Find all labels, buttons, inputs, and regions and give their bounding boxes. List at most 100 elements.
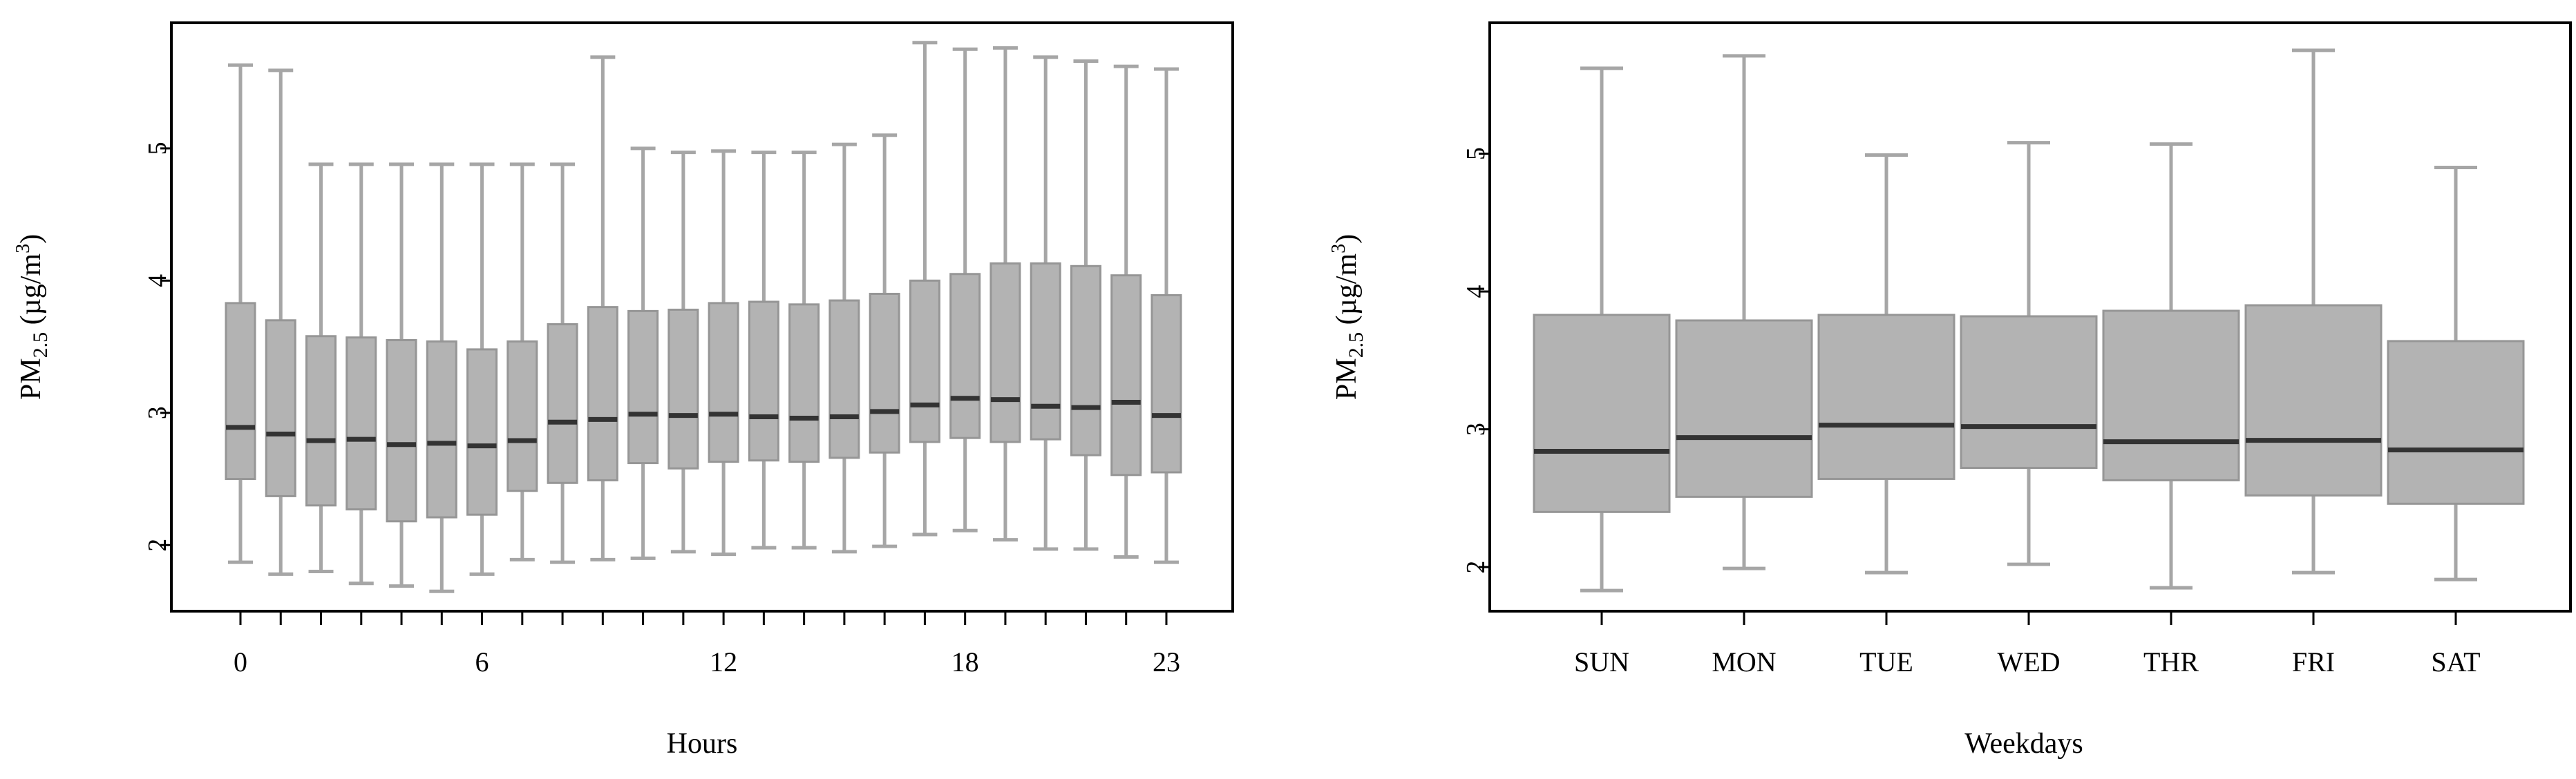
iqr-box — [627, 309, 659, 465]
y-tick-label: 2 — [143, 539, 172, 552]
iqr-box — [828, 299, 860, 459]
x-tick-label: MON — [1712, 646, 1776, 677]
box-7 — [506, 162, 538, 561]
y-axis-title-main: PM — [15, 358, 47, 400]
x-tick-label: THR — [2143, 646, 2199, 677]
y-axis-title-subscript: 2.5 — [29, 332, 52, 358]
x-tick-label: SAT — [2431, 646, 2480, 677]
iqr-box — [949, 273, 981, 439]
x-tick-label: SUN — [1574, 646, 1629, 677]
box-WED — [1960, 141, 2098, 566]
box-21 — [1070, 59, 1101, 551]
box-15 — [828, 142, 860, 554]
box-TUE — [1817, 153, 1955, 575]
iqr-box — [1533, 314, 1671, 513]
y-axis-title-units: (µg/m — [1331, 253, 1363, 332]
y-tick-label: 2 — [1461, 561, 1490, 574]
y-axis-title-superscript: 3 — [1328, 244, 1349, 253]
iqr-box — [989, 262, 1021, 443]
box-13 — [748, 151, 779, 550]
y-axis-title-units: (µg/m — [15, 253, 47, 332]
box-FRI — [2244, 48, 2383, 575]
x-tick-label: FRI — [2292, 646, 2335, 677]
x-tick-label: 0 — [234, 646, 247, 677]
iqr-box — [909, 279, 940, 443]
iqr-box — [345, 336, 377, 511]
iqr-box — [1150, 294, 1182, 474]
iqr-box — [386, 339, 417, 523]
plot-frame — [1488, 21, 2572, 613]
iqr-box — [1817, 314, 1955, 480]
iqr-box — [426, 340, 457, 519]
iqr-box — [547, 323, 578, 484]
iqr-box — [265, 319, 296, 497]
y-tick-label: 4 — [143, 274, 172, 287]
iqr-box — [305, 335, 337, 507]
iqr-box — [788, 303, 820, 463]
iqr-box — [1030, 262, 1061, 441]
iqr-box — [2387, 340, 2525, 505]
iqr-box — [1960, 315, 2098, 469]
box-SUN — [1533, 66, 1671, 593]
box-12 — [708, 149, 739, 557]
box-11 — [667, 151, 699, 554]
x-tick-label: WED — [1997, 646, 2060, 677]
box-14 — [788, 151, 820, 550]
iqr-box — [1675, 319, 1813, 498]
box-6 — [466, 162, 498, 576]
box-22 — [1110, 64, 1142, 559]
y-axis-title-close: ) — [1331, 234, 1363, 244]
y-tick-label: 5 — [143, 142, 172, 155]
y-tick-label: 3 — [1461, 423, 1490, 436]
box-1 — [265, 68, 296, 576]
x-axis-title: Hours — [667, 728, 738, 760]
box-THR — [2102, 142, 2240, 590]
iqr-box — [2244, 304, 2383, 497]
box-5 — [426, 162, 457, 593]
box-9 — [587, 55, 618, 561]
x-tick-label: 6 — [475, 646, 489, 677]
weekday-boxplot-panel: 2 3 4 5 SUN MON TUE WED THR FRI SAT Weekdays PM2.5 (… — [1328, 21, 2572, 760]
y-axis-title-close: ) — [15, 234, 47, 244]
iqr-box — [869, 292, 900, 454]
box-18 — [949, 47, 981, 532]
x-tick-label: 23 — [1153, 646, 1180, 677]
iqr-box — [225, 302, 256, 481]
box-8 — [547, 162, 578, 564]
iqr-box — [506, 340, 538, 492]
box-MON — [1675, 54, 1813, 570]
box-20 — [1030, 55, 1061, 551]
box-23 — [1150, 67, 1182, 564]
box-SAT — [2387, 166, 2525, 581]
box-4 — [386, 162, 417, 588]
y-axis-title: PM2.5 (µg/m3) — [12, 234, 52, 400]
box-2 — [305, 162, 337, 574]
box-10 — [627, 146, 659, 560]
iqr-box — [2102, 309, 2240, 481]
y-axis-title: PM2.5 (µg/m3) — [1328, 234, 1367, 400]
iqr-box — [708, 302, 739, 463]
box-17 — [909, 41, 940, 537]
iqr-box — [1110, 274, 1142, 477]
iqr-box — [667, 308, 699, 470]
y-tick-label: 4 — [1461, 285, 1490, 298]
y-tick-label: 5 — [1461, 147, 1490, 160]
x-tick-label: TUE — [1859, 646, 1913, 677]
y-axis-title-subscript: 2.5 — [1345, 332, 1367, 358]
x-axis-title: Weekdays — [1964, 728, 2083, 760]
box-3 — [345, 162, 377, 586]
y-axis-title-main: PM — [1331, 358, 1363, 400]
iqr-box — [587, 306, 618, 481]
x-tick-label: 12 — [710, 646, 737, 677]
x-tick-label: 18 — [951, 646, 979, 677]
iqr-box — [466, 348, 498, 516]
box-19 — [989, 46, 1021, 542]
y-axis-title-superscript: 3 — [12, 244, 34, 253]
box-16 — [869, 133, 900, 548]
y-tick-label: 3 — [143, 406, 172, 419]
plot-frame — [170, 21, 1234, 613]
iqr-box — [748, 300, 779, 462]
box-0 — [225, 63, 256, 564]
